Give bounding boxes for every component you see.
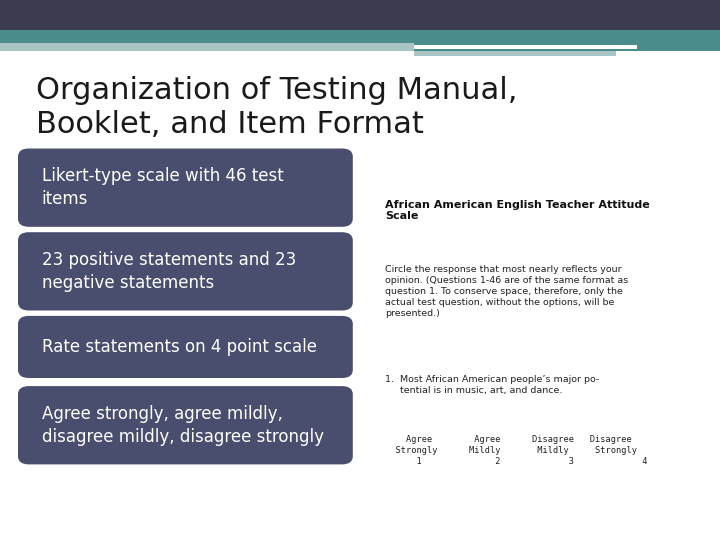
Bar xyxy=(0,43,414,51)
Bar xyxy=(0,30,720,43)
Bar xyxy=(414,45,637,50)
Text: 1.  Most African American people’s major po-
     tential is in music, art, and : 1. Most African American people’s major … xyxy=(385,375,600,395)
Text: African American English Teacher Attitude
Scale: African American English Teacher Attitud… xyxy=(385,200,650,221)
Text: Agree strongly, agree mildly,
disagree mildly, disagree strongly: Agree strongly, agree mildly, disagree m… xyxy=(42,405,324,446)
Text: Organization of Testing Manual,
Booklet, and Item Format: Organization of Testing Manual, Booklet,… xyxy=(36,76,518,139)
Text: Circle the response that most nearly reflects your
opinion. (Questions 1-46 are : Circle the response that most nearly ref… xyxy=(385,265,629,318)
Text: Likert-type scale with 46 test
items: Likert-type scale with 46 test items xyxy=(42,167,284,208)
Bar xyxy=(414,43,720,51)
FancyBboxPatch shape xyxy=(18,316,353,378)
FancyBboxPatch shape xyxy=(18,232,353,310)
Bar xyxy=(0,0,720,30)
FancyBboxPatch shape xyxy=(18,386,353,464)
Text: Agree        Agree      Disagree   Disagree
  Strongly      Mildly       Mildly : Agree Agree Disagree Disagree Strongly M… xyxy=(385,435,648,466)
Bar xyxy=(414,51,616,56)
FancyBboxPatch shape xyxy=(18,148,353,227)
Text: 23 positive statements and 23
negative statements: 23 positive statements and 23 negative s… xyxy=(42,251,296,292)
Text: Rate statements on 4 point scale: Rate statements on 4 point scale xyxy=(42,338,317,356)
